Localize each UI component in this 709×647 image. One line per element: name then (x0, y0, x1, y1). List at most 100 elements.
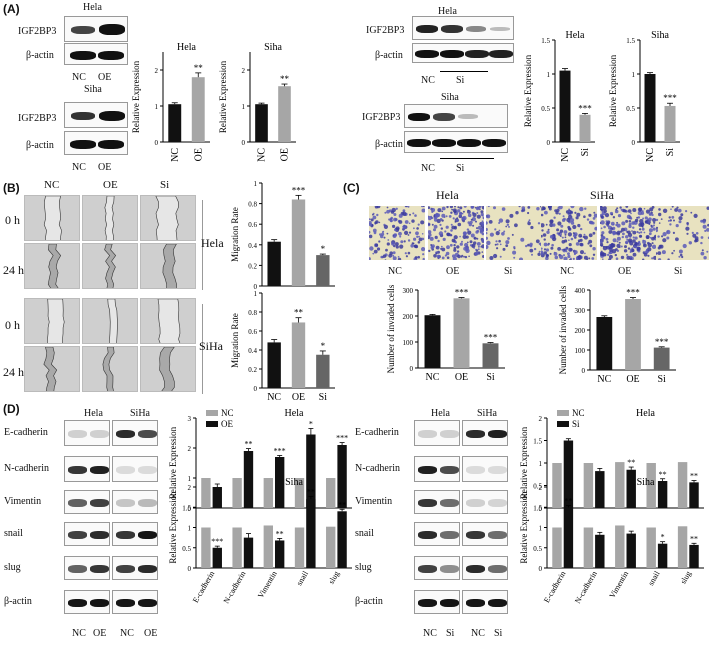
blot-row-label: slug (4, 562, 21, 573)
western-blot (64, 43, 128, 65)
y-tick-label: 0.5 (182, 545, 191, 553)
transwell-image (486, 206, 542, 260)
western-blot (112, 556, 158, 580)
western-blot (462, 522, 508, 546)
western-blot (462, 556, 508, 580)
lane-label: OE (98, 72, 112, 83)
western-blot (414, 556, 460, 580)
legend-swatch (557, 421, 569, 427)
column-label: NC (388, 266, 402, 277)
bar (596, 317, 613, 370)
chart-title: Siha (285, 477, 303, 488)
wound-image (82, 346, 138, 392)
bar (263, 525, 273, 568)
lane-label: NC (120, 628, 134, 639)
y-tick-label: 0.4 (248, 347, 257, 355)
bar (615, 525, 625, 568)
x-tick-label: OE (280, 148, 291, 161)
x-tick-label: Vimentin (608, 570, 631, 600)
bar (559, 70, 571, 142)
bar (306, 434, 316, 508)
lane-label: OE (93, 628, 107, 639)
western-blot (64, 556, 110, 580)
blot-title-hela: Hela (83, 2, 102, 13)
blot-row-label: β-actin (26, 50, 54, 61)
y-axis-label: Relative Expression (131, 60, 141, 133)
bar (626, 469, 636, 508)
y-tick-label: 0.2 (248, 262, 257, 270)
y-tick-label: 0 (539, 565, 543, 573)
blot-row-label: β-actin (26, 140, 54, 151)
y-tick-label: 1.5 (626, 37, 635, 45)
bar (191, 77, 205, 142)
y-axis-label: Relative Expression (218, 60, 228, 133)
lane-label: NC (421, 163, 435, 174)
x-tick-label: NC (257, 148, 268, 162)
x-tick-label: NC (645, 148, 656, 162)
bar (232, 478, 242, 508)
significance-label: ** (338, 500, 346, 509)
x-tick-label: NC (560, 148, 571, 162)
x-tick-label: Si (665, 148, 676, 157)
western-blot (64, 102, 128, 128)
y-tick-label: 0.5 (533, 483, 542, 491)
western-blot (462, 420, 508, 446)
legend-label: OE (221, 419, 233, 429)
bar (201, 527, 211, 568)
bar (291, 199, 306, 286)
column-label: Si (674, 266, 683, 277)
x-tick-label: snail (295, 569, 311, 587)
western-blot (462, 590, 508, 614)
bar (552, 463, 562, 508)
x-tick-label: OE (626, 374, 639, 385)
western-blot (404, 131, 508, 153)
x-tick-label: snail (646, 569, 662, 587)
bar (291, 322, 306, 388)
y-tick-label: 0.6 (248, 221, 257, 229)
western-blot (112, 456, 158, 482)
blot-row-label: snail (4, 528, 23, 539)
y-tick-label: 0 (155, 139, 159, 147)
wound-image (140, 243, 196, 289)
y-axis-label: Relative Expression (519, 491, 529, 564)
time-label: 24 h (3, 263, 24, 277)
lane-label: NC (72, 628, 86, 639)
y-tick-label: 400 (575, 287, 586, 295)
bar (326, 526, 336, 568)
significance-label: * (309, 420, 313, 429)
legend-label: Si (572, 419, 580, 429)
y-axis-label: Number of invaded cells (386, 284, 396, 373)
chart-title: Hela (566, 30, 585, 41)
bar (243, 537, 254, 568)
wound-image (24, 298, 80, 344)
bar (664, 105, 676, 142)
bar (677, 462, 688, 508)
bar (615, 462, 625, 508)
chart-title: Siha (651, 30, 669, 41)
blot-row-label: snail (355, 528, 374, 539)
significance-label: *** (626, 288, 640, 298)
significance-label: *** (336, 434, 348, 443)
y-tick-label: 2 (188, 484, 192, 492)
western-blot (412, 43, 514, 63)
panel-label-d: (D) (3, 402, 20, 416)
bar (552, 527, 562, 568)
y-tick-label: 1 (254, 180, 258, 188)
bar (689, 544, 699, 568)
western-blot (64, 131, 128, 155)
column-label: OE (446, 266, 460, 277)
y-tick-label: 2 (242, 67, 246, 75)
significance-label: *** (274, 447, 286, 456)
chart-title: Hela (285, 408, 304, 419)
chart-title: Siha (637, 477, 655, 488)
bracket-line (202, 200, 203, 290)
significance-label: ** (294, 308, 304, 318)
y-axis-label: Relative Expression (168, 491, 178, 564)
column-label: OE (103, 179, 118, 191)
y-axis-label: Relative Expression (168, 426, 178, 499)
time-label: 24 h (3, 365, 24, 379)
lane-label: Si (456, 163, 465, 174)
blot-title-siha: SiHa (130, 408, 150, 419)
bar (201, 478, 211, 508)
y-axis-label: Relative Expression (608, 54, 618, 127)
